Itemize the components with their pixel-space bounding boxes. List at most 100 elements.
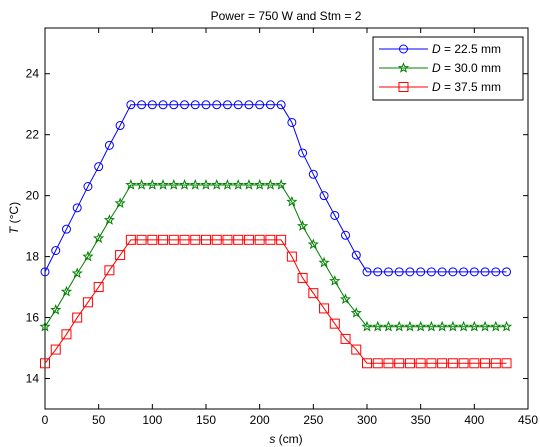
data-point	[415, 358, 426, 369]
x-tick-label: 100	[142, 413, 162, 427]
data-point	[296, 220, 309, 231]
data-point	[265, 100, 275, 110]
data-point	[319, 303, 330, 314]
data-point	[136, 234, 147, 245]
data-point	[286, 251, 297, 262]
data-point	[426, 358, 437, 369]
data-point	[458, 358, 469, 369]
data-point	[255, 100, 265, 110]
series-line	[44, 239, 507, 364]
data-point	[318, 256, 330, 268]
legend-label: D = 37.5 mm	[432, 80, 501, 94]
series-2	[39, 179, 513, 332]
data-point	[51, 246, 61, 256]
data-point	[425, 320, 438, 332]
data-point	[180, 100, 190, 110]
data-point	[341, 230, 351, 240]
data-point	[501, 358, 512, 369]
data-point	[286, 195, 298, 207]
data-point	[447, 320, 459, 332]
data-point	[469, 267, 479, 277]
data-point	[502, 267, 512, 277]
x-tick-label: 200	[250, 413, 270, 427]
data-point	[382, 320, 395, 332]
data-point	[115, 121, 125, 131]
data-point	[60, 285, 73, 297]
y-tick-label: 16	[26, 311, 40, 325]
x-tick-label: 400	[464, 413, 484, 427]
data-point	[351, 250, 361, 260]
x-axis-label: s (cm)	[269, 432, 302, 446]
data-point	[104, 265, 115, 276]
data-point	[447, 358, 458, 369]
data-point	[308, 169, 318, 179]
data-point	[103, 214, 116, 225]
x-tick-label: 0	[42, 413, 49, 427]
data-point	[83, 181, 93, 191]
data-point	[437, 358, 448, 369]
legend-entry: D = 37.5 mm	[379, 80, 501, 94]
data-point	[404, 320, 416, 332]
data-point	[243, 179, 255, 190]
legend-label: D = 22.5 mm	[432, 42, 501, 56]
data-point	[126, 100, 136, 110]
data-point	[361, 320, 373, 332]
data-point	[339, 293, 352, 305]
data-point	[158, 234, 169, 245]
data-point	[211, 234, 222, 245]
y-axis: 14 16 18 20 22 24	[26, 67, 528, 386]
x-tick-label: 250	[303, 413, 323, 427]
data-point	[104, 140, 114, 150]
data-point	[168, 179, 180, 190]
series-1	[40, 100, 512, 277]
series-layer	[39, 100, 513, 369]
data-point	[72, 312, 83, 323]
data-point	[254, 234, 265, 245]
legend: D = 22.5 mm D = 30.0 mm D = 37.5 mm	[372, 36, 524, 101]
x-tick-label: 350	[411, 413, 431, 427]
y-tick-label: 14	[26, 372, 40, 386]
data-point	[254, 179, 266, 190]
data-point	[72, 203, 82, 213]
data-point	[82, 297, 93, 308]
data-point	[243, 234, 254, 245]
data-point	[437, 267, 447, 277]
data-point	[147, 234, 158, 245]
y-tick-label: 24	[26, 67, 40, 81]
data-point	[298, 148, 308, 158]
data-point	[61, 224, 71, 234]
data-point	[276, 234, 287, 245]
legend-marker	[399, 44, 408, 54]
data-point	[40, 358, 50, 369]
data-point	[169, 100, 179, 110]
data-point	[490, 320, 502, 332]
data-point	[178, 179, 191, 190]
data-point	[490, 358, 501, 369]
data-point	[50, 344, 61, 355]
data-point	[468, 320, 480, 332]
x-axis: 0 50 100 150 200 250 300 350 400 450	[42, 28, 538, 427]
data-point	[125, 179, 137, 190]
data-point	[459, 267, 469, 277]
y-tick-label: 20	[26, 189, 40, 203]
y-axis-label: T (°C)	[7, 202, 21, 234]
data-point	[457, 320, 470, 332]
data-point	[404, 358, 415, 369]
data-point	[329, 318, 340, 329]
data-point	[362, 267, 372, 277]
data-point	[394, 358, 405, 369]
data-point	[383, 267, 393, 277]
data-point	[233, 100, 243, 110]
data-point	[211, 179, 223, 190]
y-tick-label: 18	[26, 250, 40, 264]
data-point	[50, 304, 62, 315]
data-point	[264, 179, 277, 190]
data-point	[480, 267, 490, 277]
data-point	[373, 267, 383, 277]
data-point	[71, 267, 83, 279]
data-point	[362, 358, 372, 369]
data-point	[40, 267, 50, 277]
data-point	[179, 234, 190, 245]
legend-marker	[397, 62, 410, 73]
